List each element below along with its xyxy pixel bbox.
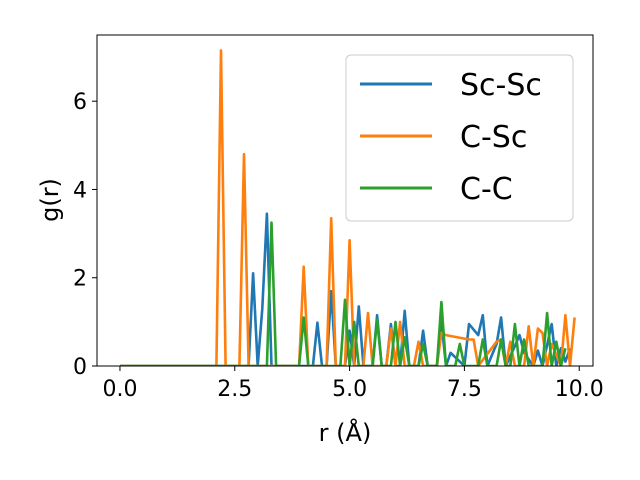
y-tick-label: 4 bbox=[73, 178, 87, 203]
series-layer bbox=[120, 49, 576, 366]
legend-label-c-sc: C-Sc bbox=[460, 120, 527, 155]
y-axis-label: g(r) bbox=[36, 178, 64, 222]
y-tick-label: 6 bbox=[73, 90, 87, 115]
y-axis: 0 2 4 6 bbox=[73, 90, 97, 380]
legend-box bbox=[345, 54, 574, 222]
legend-label-c-c: C-C bbox=[460, 172, 513, 207]
x-tick-label: 2.5 bbox=[217, 377, 252, 402]
x-tick-label: 10.0 bbox=[555, 377, 604, 402]
x-axis: 0.0 2.5 5.0 7.5 10.0 bbox=[102, 366, 604, 402]
series-line-c-sc bbox=[120, 49, 576, 366]
legend: Sc-Sc C-Sc C-C bbox=[345, 54, 574, 222]
x-tick-label: 7.5 bbox=[447, 377, 482, 402]
x-tick-label: 5.0 bbox=[332, 377, 367, 402]
x-tick-label: 0.0 bbox=[102, 377, 137, 402]
x-axis-label: r (Å) bbox=[319, 418, 372, 447]
legend-label-sc-sc: Sc-Sc bbox=[460, 68, 542, 103]
plot-frame bbox=[96, 34, 594, 367]
y-tick-label: 2 bbox=[73, 267, 87, 292]
series-line-sc-sc bbox=[120, 212, 572, 366]
series-line-c-c bbox=[120, 221, 567, 366]
y-tick-label: 0 bbox=[73, 355, 87, 380]
